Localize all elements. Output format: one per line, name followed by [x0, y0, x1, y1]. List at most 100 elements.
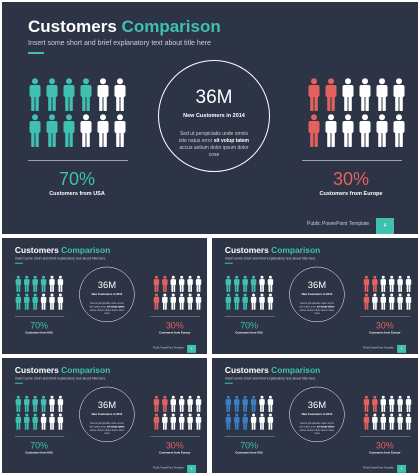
person-icon: [225, 293, 233, 310]
person-icon: [113, 114, 130, 148]
person-icon: [250, 275, 258, 293]
person-icon: [15, 395, 23, 413]
person-icon: [153, 275, 161, 293]
slide-thumbnail-3[interactable]: Customers Comparison Insert some short a…: [2, 358, 207, 473]
person-icon: [32, 275, 40, 293]
label-europe: Customers from Europe: [369, 331, 401, 335]
circle-label: New Customers in 2014: [183, 113, 245, 119]
person-icon: [57, 395, 65, 413]
circle-body: Sed ut perspiciatis unde omnis iste natu…: [89, 301, 125, 316]
person-icon: [242, 275, 250, 293]
slide-thumbnail-4[interactable]: Customers Comparison Insert some short a…: [212, 358, 418, 473]
person-icon: [187, 275, 195, 293]
person-icon: [259, 293, 267, 310]
person-icon: [371, 293, 379, 310]
person-icon: [405, 395, 413, 413]
person-icon: [153, 395, 161, 413]
circle-label: New Customers in 2014: [91, 412, 123, 416]
person-icon: [79, 114, 96, 148]
circle-label: New Customers in 2014: [301, 412, 333, 416]
person-icon: [187, 413, 195, 430]
center-circle: 36M New Customers in 2014 Sed ut perspic…: [289, 266, 345, 323]
slide-thumbnail-2[interactable]: Customers Comparison Insert some short a…: [212, 238, 418, 354]
people-grid-europe: [307, 78, 409, 150]
person-icon: [380, 395, 388, 413]
person-icon: [40, 395, 48, 413]
person-icon: [324, 114, 341, 148]
person-icon: [250, 293, 258, 310]
person-icon: [267, 413, 275, 430]
person-icon: [161, 413, 169, 430]
big-number: 36M: [307, 400, 327, 411]
person-icon: [358, 78, 375, 112]
person-icon: [23, 293, 31, 310]
person-icon: [195, 275, 203, 293]
people-grid-europe: [363, 275, 413, 312]
person-icon: [62, 114, 79, 148]
person-icon: [375, 78, 392, 112]
slide-title: Customers Comparison: [14, 245, 111, 255]
person-icon: [195, 293, 203, 310]
slide-title: Customers Comparison: [14, 365, 111, 375]
person-icon: [371, 395, 379, 413]
person-icon: [259, 275, 267, 293]
person-icon: [23, 395, 31, 413]
person-icon: [153, 293, 161, 310]
person-icon: [324, 78, 341, 112]
label-europe: Customers from Europe: [369, 451, 401, 455]
page-number-badge: 4: [187, 464, 197, 473]
percent-usa: 70%: [240, 320, 259, 331]
slide-title: Customers Comparison: [28, 17, 221, 36]
percent-usa: 70%: [58, 169, 96, 189]
divider-left: [28, 160, 128, 161]
people-grid-usa: [225, 275, 275, 312]
circle-body: Sed ut perspiciatis unde omnis iste natu…: [178, 131, 250, 158]
slide-thumbnail-1[interactable]: Customers Comparison Insert some short a…: [2, 238, 207, 354]
center-circle: 36M New Customers in 2014 Sed ut perspic…: [79, 386, 135, 443]
title-underline: [28, 52, 44, 54]
person-icon: [397, 293, 405, 310]
person-icon: [32, 395, 40, 413]
person-icon: [375, 114, 392, 148]
person-icon: [307, 78, 324, 112]
slide-subtitle: Insert some short and brief explanatory …: [224, 376, 316, 381]
person-icon: [388, 293, 396, 310]
person-icon: [259, 395, 267, 413]
person-icon: [113, 78, 130, 112]
center-circle: 36M New Customers in 2014 Sed ut perspic…: [158, 60, 270, 172]
slide-subtitle: Insert some short and brief explanatory …: [14, 256, 106, 261]
percent-europe: 30%: [375, 320, 394, 331]
person-icon: [170, 275, 178, 293]
slide-main[interactable]: Customers Comparison Insert some short a…: [2, 2, 418, 234]
person-icon: [250, 395, 258, 413]
person-icon: [57, 293, 65, 310]
person-icon: [96, 78, 113, 112]
person-icon: [405, 413, 413, 430]
slide-content: Customers Comparison Insert some short a…: [212, 238, 418, 353]
person-icon: [15, 293, 23, 310]
percent-usa: 70%: [30, 320, 49, 331]
person-icon: [49, 275, 57, 293]
person-icon: [341, 78, 358, 112]
person-icon: [242, 395, 250, 413]
people-grid-europe: [363, 395, 413, 432]
percent-europe: 30%: [165, 320, 184, 331]
person-icon: [307, 114, 324, 148]
person-icon: [49, 413, 57, 430]
slide-title: Customers Comparison: [224, 365, 321, 375]
person-icon: [397, 413, 405, 430]
person-icon: [267, 395, 275, 413]
person-icon: [388, 275, 396, 293]
person-icon: [161, 275, 169, 293]
person-icon: [57, 413, 65, 430]
person-icon: [233, 395, 241, 413]
slide-content: Customers Comparison Insert some short a…: [2, 358, 207, 473]
footer-text: Public PowerPoint Template: [152, 346, 184, 350]
person-icon: [40, 413, 48, 430]
person-icon: [233, 275, 241, 293]
person-icon: [23, 275, 31, 293]
big-number: 36M: [97, 400, 117, 411]
person-icon: [371, 275, 379, 293]
person-icon: [28, 78, 45, 112]
people-grid-usa: [15, 275, 65, 312]
